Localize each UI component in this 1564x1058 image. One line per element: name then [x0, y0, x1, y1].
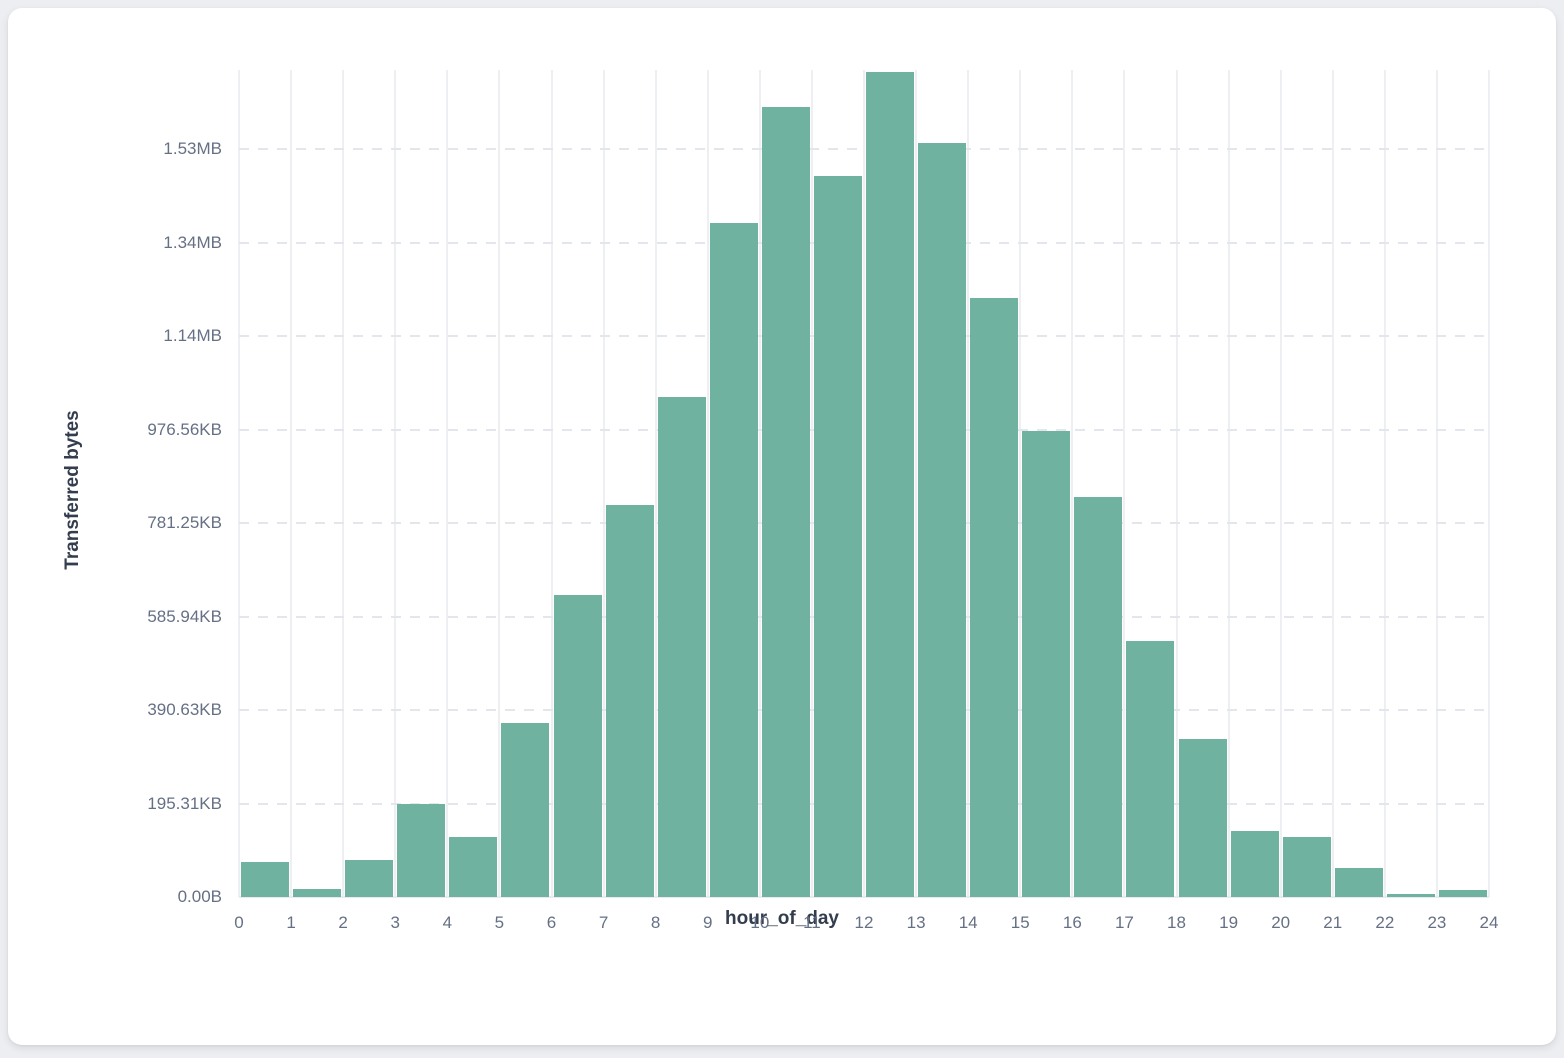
bar-hour-18[interactable]	[1178, 739, 1227, 897]
bar-hour-8[interactable]	[657, 396, 706, 897]
horizontal-gridline	[239, 428, 1489, 431]
vertical-gridline	[394, 70, 397, 897]
horizontal-gridline	[239, 241, 1489, 244]
bar-hour-13[interactable]	[918, 142, 967, 897]
x-tick-label: 18	[1167, 913, 1186, 932]
horizontal-gridline	[239, 148, 1489, 151]
x-tick-label: 13	[906, 913, 926, 932]
vertical-gridline	[1227, 70, 1230, 897]
x-tick-label: 21	[1323, 913, 1343, 932]
vertical-gridline	[758, 70, 761, 897]
vertical-gridline	[1175, 70, 1178, 897]
bar-hour-17[interactable]	[1126, 641, 1175, 897]
vertical-gridline	[810, 70, 813, 897]
y-tick-label: 0.00B	[177, 887, 222, 906]
vertical-gridline	[967, 70, 970, 897]
horizontal-gridline	[239, 522, 1489, 525]
vertical-gridline	[550, 70, 553, 897]
horizontal-gridline	[239, 615, 1489, 618]
bar-hour-11[interactable]	[813, 175, 862, 897]
horizontal-gridline	[239, 709, 1489, 712]
x-tick-label: 20	[1271, 913, 1291, 932]
vertical-gridline	[1123, 70, 1126, 897]
vertical-gridline	[1488, 70, 1490, 897]
vertical-gridline	[498, 70, 501, 897]
bar-hour-6[interactable]	[553, 595, 602, 897]
vertical-gridline	[238, 70, 240, 897]
x-tick-label: 9	[703, 913, 713, 932]
y-tick-label: 1.34MB	[163, 232, 222, 252]
y-tick-label: 585.94KB	[147, 606, 222, 626]
x-tick-label: 15	[1010, 913, 1030, 932]
y-tick-label: 1.53MB	[163, 139, 222, 159]
x-tick-label: 8	[650, 913, 661, 932]
x-tick-label: 0	[234, 913, 244, 932]
y-tick-label: 1.14MB	[163, 326, 222, 346]
bar-hour-12[interactable]	[866, 71, 915, 897]
vertical-gridline	[1279, 70, 1282, 897]
x-tick-label: 24	[1479, 913, 1499, 932]
vertical-gridline	[1435, 70, 1438, 897]
y-tick-label: 195.31KB	[147, 793, 222, 813]
vertical-gridline	[1331, 70, 1334, 897]
bar-hour-19[interactable]	[1230, 831, 1279, 897]
bar-hour-23[interactable]	[1438, 890, 1487, 897]
bar-hour-9[interactable]	[709, 222, 758, 897]
x-tick-label: 14	[958, 913, 978, 932]
vertical-gridline	[863, 70, 865, 897]
y-tick-label: 781.25KB	[147, 513, 222, 533]
x-tick-label: 17	[1114, 913, 1134, 932]
x-tick-label: 5	[494, 913, 505, 932]
bar-hour-4[interactable]	[449, 837, 498, 897]
x-tick-label: 22	[1375, 913, 1395, 932]
horizontal-gridline	[239, 335, 1489, 338]
horizontal-gridline	[239, 802, 1489, 805]
x-tick-label: 23	[1427, 913, 1447, 932]
x-tick-label: 7	[598, 913, 609, 932]
bar-hour-3[interactable]	[397, 804, 446, 897]
x-tick-label: 11	[803, 913, 821, 932]
x-tick-label: 12	[854, 913, 874, 932]
bar-hour-21[interactable]	[1334, 868, 1383, 897]
vertical-gridline	[915, 70, 918, 897]
bar-hour-22[interactable]	[1386, 893, 1435, 897]
x-axis-title: hour_of_day	[724, 908, 840, 929]
x-tick-label: 3	[390, 913, 400, 932]
x-axis-baseline	[239, 896, 1489, 898]
vertical-gridline	[290, 70, 293, 897]
y-axis-title: Transferred bytes	[62, 410, 83, 570]
x-tick-label: 10	[750, 913, 770, 932]
y-tick-label: 390.63KB	[147, 700, 222, 720]
bar-hour-2[interactable]	[345, 860, 394, 897]
bar-hour-0[interactable]	[241, 861, 290, 897]
x-tick-label: 1	[286, 913, 296, 932]
vertical-gridline	[446, 70, 449, 897]
x-tick-label: 6	[546, 913, 557, 932]
x-tick-label: 2	[338, 913, 348, 932]
x-tick-label: 4	[442, 913, 453, 932]
vertical-gridline	[654, 70, 657, 897]
bar-hour-20[interactable]	[1282, 837, 1331, 897]
bar-hour-14[interactable]	[970, 298, 1019, 897]
vertical-gridline	[1383, 70, 1386, 897]
bar-hour-15[interactable]	[1022, 430, 1071, 897]
bar-hour-1[interactable]	[293, 889, 342, 897]
plot-area: 0 1 2 3 4 5 6 7 8 9 10 11 12 13 14 15 16 17 18 19 20 21 22 23 24…	[147, 70, 1498, 932]
bar-hour-5[interactable]	[501, 723, 550, 897]
vertical-gridline	[706, 70, 709, 897]
bar-hour-16[interactable]	[1074, 496, 1123, 897]
x-tick-label: 19	[1219, 913, 1239, 932]
bar-hour-7[interactable]	[605, 504, 654, 897]
y-tick-label: 976.56KB	[147, 419, 222, 439]
vertical-gridline	[342, 70, 345, 897]
x-tick-label: 16	[1062, 913, 1082, 932]
vertical-gridline	[602, 70, 605, 897]
bar-hour-10[interactable]	[761, 106, 810, 897]
vertical-gridline	[1071, 70, 1074, 897]
vertical-gridline	[1019, 70, 1022, 897]
